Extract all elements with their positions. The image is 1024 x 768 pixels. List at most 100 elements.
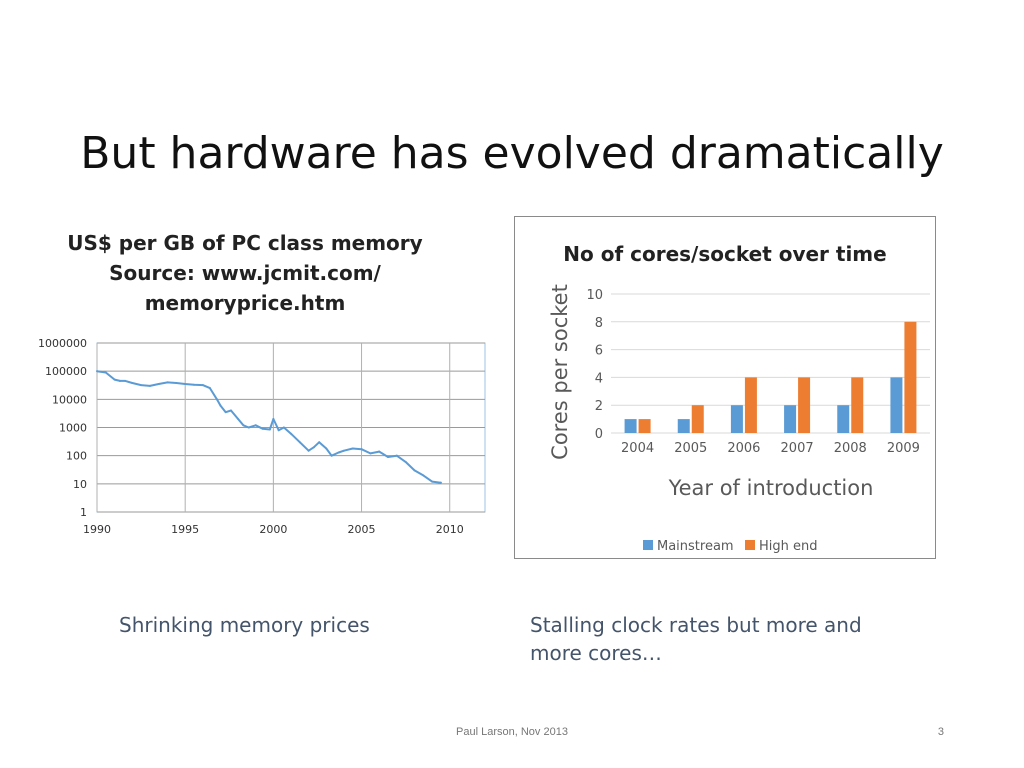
memory-price-point [307, 449, 310, 452]
y-tick-label: 10000 [52, 393, 87, 406]
memory-price-point [439, 481, 442, 484]
memory-price-point [330, 454, 333, 457]
x-tick-label: 1995 [171, 523, 199, 536]
memory-price-point [360, 448, 363, 451]
memory-price-point [193, 383, 195, 386]
memory-price-point [242, 424, 245, 427]
memory-price-chart: 1 10 100 1000 10000 100000 1000000 1990 1995 2000… [38, 337, 486, 536]
memory-price-point [325, 447, 328, 450]
bar-high-end [798, 377, 811, 433]
y-tick-label: 100000 [45, 365, 87, 378]
y-tick-label: 1000 [59, 422, 87, 435]
memory-price-point [298, 441, 301, 444]
y-tick-label: 8 [595, 316, 603, 331]
x-tick-label: 2006 [727, 441, 760, 456]
x-tick-label: 2000 [259, 523, 287, 536]
x-tick-label: 2007 [781, 441, 814, 456]
bar-mainstream [677, 419, 690, 433]
caption-memory-prices: Shrinking memory prices [119, 613, 370, 637]
memory-price-point [431, 480, 434, 483]
memory-price-point [237, 418, 240, 421]
y-tick-label: 2 [595, 399, 603, 414]
memory-price-point [282, 426, 285, 429]
memory-price-point [422, 474, 425, 477]
memory-price-point [378, 450, 381, 453]
memory-price-point [96, 370, 98, 373]
memory-price-point [157, 383, 160, 386]
x-tick-label: 2004 [621, 441, 654, 456]
x-tick-label: 2005 [348, 523, 376, 536]
memory-price-point [219, 404, 222, 407]
cores-chart-frame: No of cores/socket over time 0 2 4 6 8 10 2004 2… [514, 216, 936, 559]
slide-title: But hardware has evolved dramatically [80, 128, 944, 179]
memory-chart-title: US$ per GB of PC class memory Source: ww… [60, 228, 430, 318]
memory-price-point [131, 382, 134, 385]
memory-price-point [395, 454, 398, 457]
y-tick-label: 6 [595, 344, 603, 359]
bar-high-end [744, 377, 757, 433]
memory-price-point [148, 384, 151, 387]
footer-author: Paul Larson, Nov 2013 [456, 726, 568, 738]
memory-price-point [166, 381, 169, 384]
legend-swatch [643, 540, 653, 550]
x-tick-label: 1990 [83, 523, 111, 536]
legend-label: Mainstream [657, 539, 734, 554]
memory-chart-title-line-3: memoryprice.htm [144, 291, 346, 315]
memory-price-point [312, 446, 315, 449]
memory-price-point [104, 371, 107, 374]
bar-mainstream [890, 377, 903, 433]
memory-price-point [268, 428, 271, 431]
memory-price-point [290, 432, 292, 435]
memory-price-point [201, 384, 204, 387]
bar-high-end [851, 377, 864, 433]
memory-price-point [337, 451, 340, 454]
memory-chart-title-line-1: US$ per GB of PC class memory [67, 231, 423, 255]
memory-price-point [208, 387, 211, 390]
memory-price-line [96, 370, 442, 484]
y-tick-label: 1 [80, 506, 87, 519]
cores-per-socket-chart: No of cores/socket over time 0 2 4 6 8 10 2004 2… [548, 242, 930, 554]
y-tick-label: 10 [586, 288, 603, 303]
memory-price-point [118, 379, 121, 382]
bar-high-end [904, 321, 917, 433]
memory-price-point [184, 383, 187, 386]
memory-price-point [413, 469, 416, 472]
legend-swatch [745, 540, 755, 550]
memory-price-point [387, 455, 389, 458]
memory-price-point [224, 411, 227, 414]
memory-price-point [318, 441, 321, 444]
memory-price-point [277, 429, 280, 432]
memory-price-point [404, 460, 407, 463]
bar-high-end [638, 419, 651, 433]
y-axis-label: Cores per socket [548, 284, 572, 460]
memory-price-point [215, 398, 218, 401]
cores-chart-title: No of cores/socket over time [563, 242, 886, 266]
bar-mainstream [730, 405, 743, 433]
memory-chart-title-line-2: Source: www.jcmit.com/ [109, 261, 381, 285]
bar-high-end [691, 405, 704, 433]
memory-price-point [342, 449, 345, 452]
x-tick-label: 2009 [887, 441, 920, 456]
memory-price-point [230, 409, 233, 412]
memory-price-point [124, 379, 127, 382]
y-tick-label: 10 [73, 478, 87, 491]
y-tick-label: 1000000 [38, 337, 87, 350]
y-tick-label: 100 [66, 450, 87, 463]
memory-price-point [140, 384, 143, 387]
y-tick-label: 0 [595, 427, 603, 442]
caption-cores: Stalling clock rates but more and more c… [530, 613, 862, 665]
memory-price-point [113, 378, 116, 381]
bar-mainstream [837, 405, 850, 433]
memory-price-point [175, 382, 178, 385]
x-tick-label: 2005 [674, 441, 707, 456]
y-tick-label: 4 [595, 371, 603, 386]
page-number: 3 [937, 726, 944, 738]
memory-price-point [247, 426, 250, 429]
memory-price-point [351, 447, 354, 450]
memory-price-point [272, 418, 275, 421]
x-tick-label: 2008 [834, 441, 867, 456]
memory-price-point [261, 427, 264, 430]
bar-mainstream [624, 419, 637, 433]
x-tick-label: 2010 [436, 523, 464, 536]
memory-price-point [254, 424, 257, 427]
